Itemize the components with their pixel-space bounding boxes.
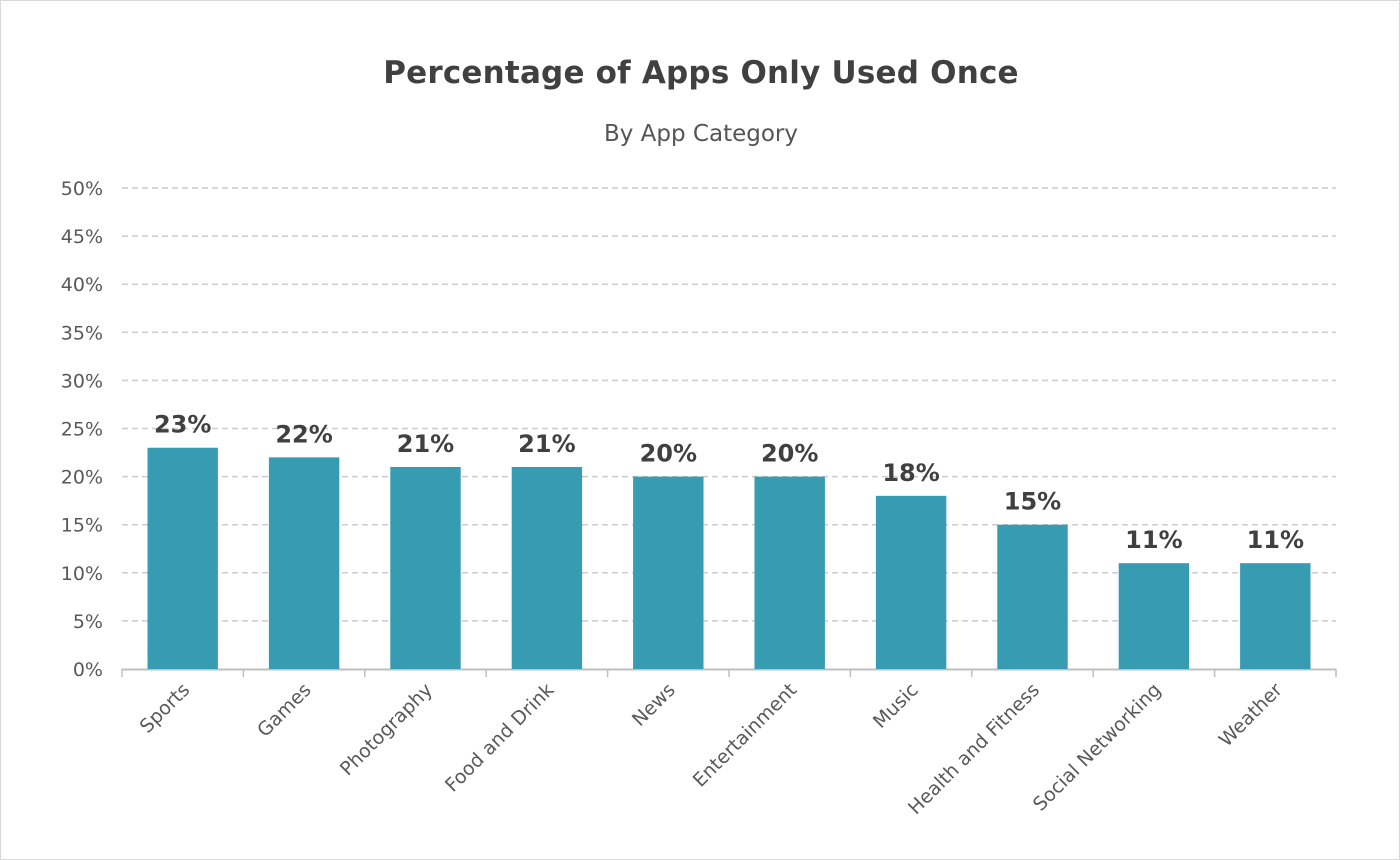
chart-subtitle: By App Category — [603, 121, 798, 147]
data-label: 11% — [1247, 526, 1304, 554]
data-label: 20% — [761, 440, 818, 468]
category-label: Food and Drink — [441, 679, 558, 796]
category-label: Sports — [136, 679, 195, 738]
y-tick-label: 0% — [73, 659, 103, 681]
category-label: Games — [253, 679, 316, 742]
bar — [390, 466, 461, 669]
data-label: 20% — [640, 440, 697, 468]
data-label: 15% — [1004, 488, 1061, 516]
category-label: Weather — [1215, 679, 1287, 751]
bar — [633, 476, 704, 669]
bar — [147, 447, 218, 669]
data-label: 21% — [397, 430, 454, 458]
y-tick-label: 10% — [61, 563, 103, 585]
y-tick-label: 50% — [61, 178, 103, 200]
y-tick-label: 20% — [61, 467, 103, 489]
y-tick-label: 45% — [61, 226, 103, 248]
bar — [1118, 563, 1190, 669]
bar — [754, 476, 825, 669]
data-label: 18% — [882, 459, 939, 487]
y-tick-label: 35% — [61, 322, 103, 344]
bar — [997, 524, 1068, 669]
chart-title: Percentage of Apps Only Used Once — [383, 55, 1019, 91]
data-label: 21% — [518, 430, 575, 458]
data-label: 11% — [1125, 526, 1182, 554]
category-label: Health and Fitness — [904, 679, 1044, 819]
y-tick-label: 5% — [73, 611, 103, 633]
bar — [875, 495, 947, 669]
y-tick-label: 25% — [61, 419, 103, 441]
category-label: News — [628, 679, 680, 731]
data-label: 22% — [275, 420, 332, 448]
category-label: Music — [869, 679, 923, 733]
category-label: Photography — [336, 679, 437, 780]
bar — [1240, 563, 1311, 669]
y-tick-label: 40% — [61, 274, 103, 296]
y-tick-label: 30% — [61, 370, 103, 392]
category-label: Social Networking — [1029, 679, 1166, 816]
category-label: Entertainment — [689, 679, 802, 792]
bar — [268, 457, 340, 669]
y-tick-label: 15% — [61, 515, 103, 537]
bar — [511, 466, 583, 669]
data-label: 23% — [154, 411, 211, 439]
